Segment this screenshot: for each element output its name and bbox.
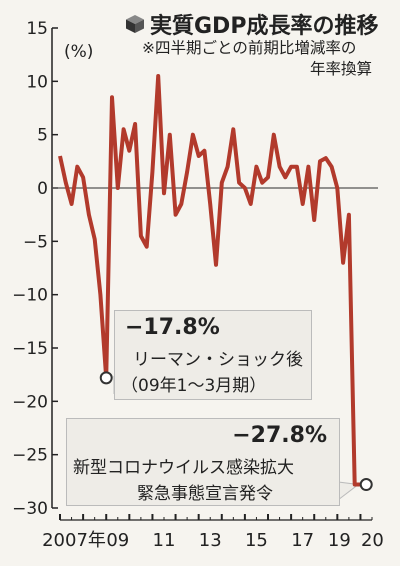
x-tick-label: 17 — [291, 530, 314, 551]
x-tick-label: 20 — [361, 530, 384, 551]
gdp-growth-line — [58, 74, 367, 487]
y-tick-label: 0 — [37, 179, 48, 199]
y-unit-label: (%) — [64, 42, 94, 62]
y-axis: 15 10 5 0 −5 −10 −15 −20 −25 −30 — [12, 19, 58, 519]
x-tick-label: 15 — [245, 530, 268, 551]
covid-callout: −27.8% 新型コロナウイルス感染拡大 緊急事態宣言発令 — [66, 418, 340, 506]
subtitle-line-1: ※四半期ごとの前期比増減率の — [142, 39, 357, 57]
y-tick-label: 5 — [37, 126, 48, 146]
event-marker — [359, 478, 373, 492]
x-tick-label: 2007年 — [42, 530, 106, 551]
y-tick-label: 10 — [26, 72, 48, 92]
lehman-period: （09年1〜3月期） — [121, 376, 267, 396]
lehman-label: リーマン・ショック後 — [133, 350, 303, 370]
title-block: 実質GDP成長率の推移 — [124, 8, 378, 40]
y-tick-label: 15 — [26, 19, 48, 39]
covid-label: 新型コロナウイルス感染拡大 — [73, 458, 294, 478]
chart-subtitle: ※四半期ごとの前期比増減率の 年率換算 — [142, 38, 386, 80]
x-tick-label: 13 — [199, 530, 222, 551]
covid-label-2: 緊急事態宣言発令 — [137, 484, 273, 504]
lehman-value: −17.8% — [125, 315, 220, 340]
y-tick-label: −25 — [12, 446, 48, 466]
y-tick-label: −10 — [12, 286, 48, 306]
event-marker — [99, 371, 113, 385]
event-markers — [99, 371, 373, 492]
subtitle-line-2: 年率換算 — [309, 60, 372, 78]
covid-value: −27.8% — [232, 423, 327, 448]
cube-icon — [126, 15, 144, 33]
y-tick-label: −15 — [12, 339, 48, 359]
y-tick-label: −5 — [23, 232, 48, 252]
x-tick-label: 19 — [328, 530, 351, 551]
x-tick-label: 11 — [153, 530, 176, 551]
x-tick-label: 09 — [106, 530, 129, 551]
chart-title: 実質GDP成長率の推移 — [150, 14, 379, 39]
x-axis: 2007年 09 11 13 15 17 19 20 — [42, 514, 384, 551]
y-tick-label: −30 — [12, 499, 48, 519]
lehman-callout: −17.8% リーマン・ショック後 （09年1〜3月期） — [114, 310, 312, 400]
y-tick-label: −20 — [12, 392, 48, 412]
